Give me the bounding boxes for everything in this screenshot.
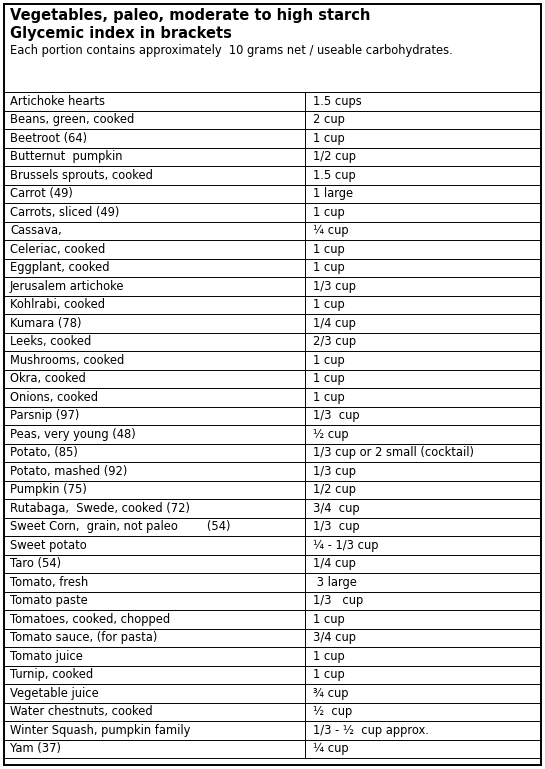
Text: 1 cup: 1 cup [313, 298, 345, 311]
Text: ½ cup: ½ cup [313, 428, 349, 441]
Text: 2/3 cup: 2/3 cup [313, 335, 356, 348]
Text: 1/3 cup: 1/3 cup [313, 464, 356, 478]
Text: Potato, (85): Potato, (85) [10, 446, 78, 459]
Text: Artichoke hearts: Artichoke hearts [10, 95, 105, 108]
Text: Brussels sprouts, cooked: Brussels sprouts, cooked [10, 168, 153, 181]
Text: ¼ - 1/3 cup: ¼ - 1/3 cup [313, 539, 378, 551]
Text: Jerusalem artichoke: Jerusalem artichoke [10, 280, 124, 293]
Text: Pumpkin (75): Pumpkin (75) [10, 483, 87, 496]
Text: Turnip, cooked: Turnip, cooked [10, 668, 93, 681]
Text: 1 cup: 1 cup [313, 243, 345, 256]
Text: 3 large: 3 large [313, 576, 357, 589]
Text: 1 cup: 1 cup [313, 372, 345, 385]
Text: Winter Squash, pumpkin family: Winter Squash, pumpkin family [10, 724, 190, 737]
Text: Celeriac, cooked: Celeriac, cooked [10, 243, 105, 256]
Text: 1.5 cups: 1.5 cups [313, 95, 362, 108]
Text: Yam (37): Yam (37) [10, 742, 61, 755]
Text: Beans, green, cooked: Beans, green, cooked [10, 113, 134, 126]
Text: Rutabaga,  Swede, cooked (72): Rutabaga, Swede, cooked (72) [10, 501, 190, 514]
Text: ½  cup: ½ cup [313, 705, 352, 718]
Text: 1 cup: 1 cup [313, 131, 345, 145]
Text: Taro (54): Taro (54) [10, 558, 61, 571]
Text: Vegetable juice: Vegetable juice [10, 687, 99, 700]
Text: 3/4  cup: 3/4 cup [313, 501, 360, 514]
Text: Vegetables, paleo, moderate to high starch: Vegetables, paleo, moderate to high star… [10, 8, 371, 23]
Text: 1 cup: 1 cup [313, 354, 345, 367]
Text: Cassava,: Cassava, [10, 225, 62, 238]
Text: Eggplant, cooked: Eggplant, cooked [10, 261, 110, 275]
Text: Sweet Corn,  grain, not paleo        (54): Sweet Corn, grain, not paleo (54) [10, 521, 231, 533]
Text: Sweet potato: Sweet potato [10, 539, 87, 551]
Text: 2 cup: 2 cup [313, 113, 345, 126]
Text: Each portion contains approximately  10 grams net / useable carbohydrates.: Each portion contains approximately 10 g… [10, 44, 453, 57]
Text: 1/2 cup: 1/2 cup [313, 150, 356, 163]
Text: 1 cup: 1 cup [313, 206, 345, 218]
Text: Glycemic index in brackets: Glycemic index in brackets [10, 26, 232, 41]
Text: Kohlrabi, cooked: Kohlrabi, cooked [10, 298, 105, 311]
Text: 1/3 cup or 2 small (cocktail): 1/3 cup or 2 small (cocktail) [313, 446, 474, 459]
Text: Onions, cooked: Onions, cooked [10, 391, 98, 404]
Text: Okra, cooked: Okra, cooked [10, 372, 86, 385]
Text: 1 cup: 1 cup [313, 261, 345, 275]
Text: 1/4 cup: 1/4 cup [313, 558, 356, 571]
Text: Tomato juice: Tomato juice [10, 650, 83, 663]
Text: Tomato paste: Tomato paste [10, 594, 88, 608]
Text: Kumara (78): Kumara (78) [10, 317, 82, 330]
Text: ¾ cup: ¾ cup [313, 687, 348, 700]
Text: Parsnip (97): Parsnip (97) [10, 409, 80, 422]
Text: ¼ cup: ¼ cup [313, 742, 349, 755]
Text: 1/3   cup: 1/3 cup [313, 594, 364, 608]
Text: 1 cup: 1 cup [313, 650, 345, 663]
Text: 1 cup: 1 cup [313, 391, 345, 404]
Text: 1/3  cup: 1/3 cup [313, 521, 360, 533]
Text: Carrots, sliced (49): Carrots, sliced (49) [10, 206, 119, 218]
Text: Butternut  pumpkin: Butternut pumpkin [10, 150, 123, 163]
Text: Tomato, fresh: Tomato, fresh [10, 576, 88, 589]
Text: 1 cup: 1 cup [313, 668, 345, 681]
Text: 1 large: 1 large [313, 187, 353, 200]
Text: Tomato sauce, (for pasta): Tomato sauce, (for pasta) [10, 631, 158, 644]
Text: Peas, very young (48): Peas, very young (48) [10, 428, 136, 441]
Text: 1/2 cup: 1/2 cup [313, 483, 356, 496]
Text: Water chestnuts, cooked: Water chestnuts, cooked [10, 705, 153, 718]
Text: ¼ cup: ¼ cup [313, 225, 349, 238]
Text: 1/3  cup: 1/3 cup [313, 409, 360, 422]
Text: Leeks, cooked: Leeks, cooked [10, 335, 91, 348]
Text: Potato, mashed (92): Potato, mashed (92) [10, 464, 128, 478]
Text: Carrot (49): Carrot (49) [10, 187, 73, 200]
Text: 1/3 - ½  cup approx.: 1/3 - ½ cup approx. [313, 724, 429, 737]
Text: Beetroot (64): Beetroot (64) [10, 131, 87, 145]
Text: 1/4 cup: 1/4 cup [313, 317, 356, 330]
Text: Tomatoes, cooked, chopped: Tomatoes, cooked, chopped [10, 613, 170, 626]
Text: Mushrooms, cooked: Mushrooms, cooked [10, 354, 124, 367]
Text: 1/3 cup: 1/3 cup [313, 280, 356, 293]
Text: 3/4 cup: 3/4 cup [313, 631, 356, 644]
Text: 1.5 cup: 1.5 cup [313, 168, 356, 181]
Text: 1 cup: 1 cup [313, 613, 345, 626]
